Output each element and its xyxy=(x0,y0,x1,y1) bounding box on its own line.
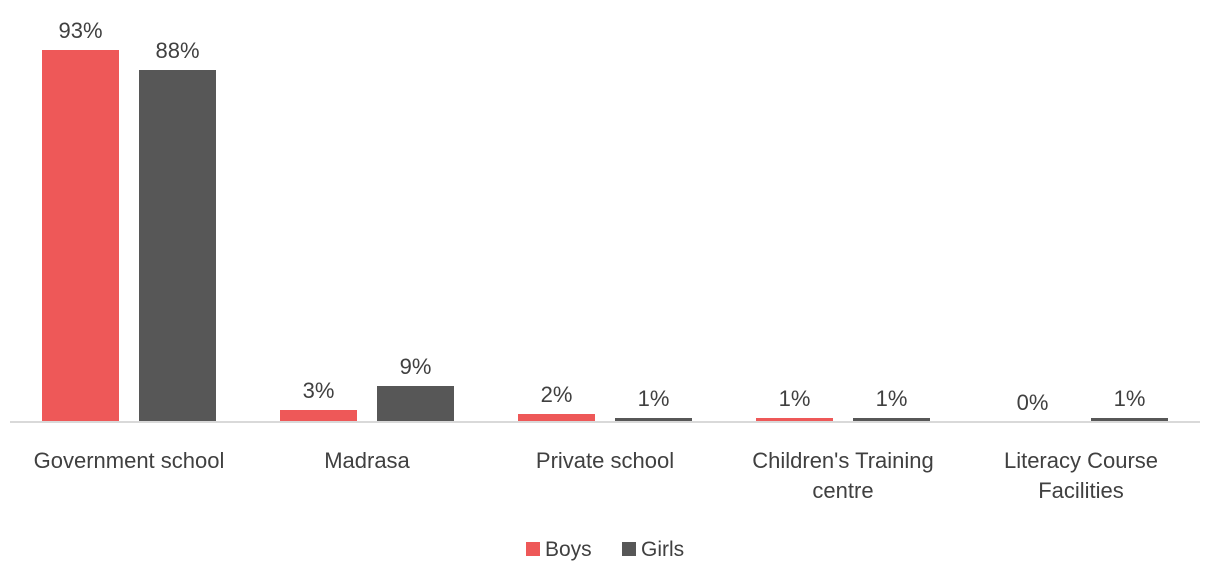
category-labels-group: Government school Madrasa Private school Ch… xyxy=(34,448,1158,503)
bar-girls-4 xyxy=(1091,418,1168,422)
value-label-boys-1: 3% xyxy=(303,378,335,403)
legend: Boys Girls xyxy=(526,538,684,561)
bar-boys-3 xyxy=(756,418,833,422)
bar-boys-0 xyxy=(42,50,119,422)
bars-group xyxy=(42,50,1168,422)
bar-girls-0 xyxy=(139,70,216,422)
legend-swatch-boys xyxy=(526,542,540,556)
bar-girls-3 xyxy=(853,418,930,422)
category-label-1: Madrasa xyxy=(324,448,410,473)
value-label-boys-3: 1% xyxy=(779,386,811,411)
bar-boys-1 xyxy=(280,410,357,422)
category-label-3: Children's Training centre xyxy=(752,448,934,503)
value-label-girls-1: 9% xyxy=(400,354,432,379)
bar-girls-1 xyxy=(377,386,454,422)
category-label-4: Literacy Course Facilities xyxy=(1004,448,1158,503)
legend-label-girls: Girls xyxy=(641,538,684,561)
bar-boys-2 xyxy=(518,414,595,422)
bar-girls-2 xyxy=(615,418,692,422)
value-label-girls-2: 1% xyxy=(638,386,670,411)
legend-swatch-girls xyxy=(622,542,636,556)
category-label-0: Government school xyxy=(34,448,225,473)
value-label-girls-4: 1% xyxy=(1114,386,1146,411)
category-label-2: Private school xyxy=(536,448,674,473)
value-label-boys-0: 93% xyxy=(58,18,102,43)
value-label-girls-3: 1% xyxy=(876,386,908,411)
value-labels-group: 93% 88% 3% 9% 2% 1% 1% 1% 0% 1% xyxy=(58,18,1145,415)
legend-label-boys: Boys xyxy=(545,538,592,561)
value-label-boys-4: 0% xyxy=(1017,390,1049,415)
value-label-boys-2: 2% xyxy=(541,382,573,407)
value-label-girls-0: 88% xyxy=(155,38,199,63)
